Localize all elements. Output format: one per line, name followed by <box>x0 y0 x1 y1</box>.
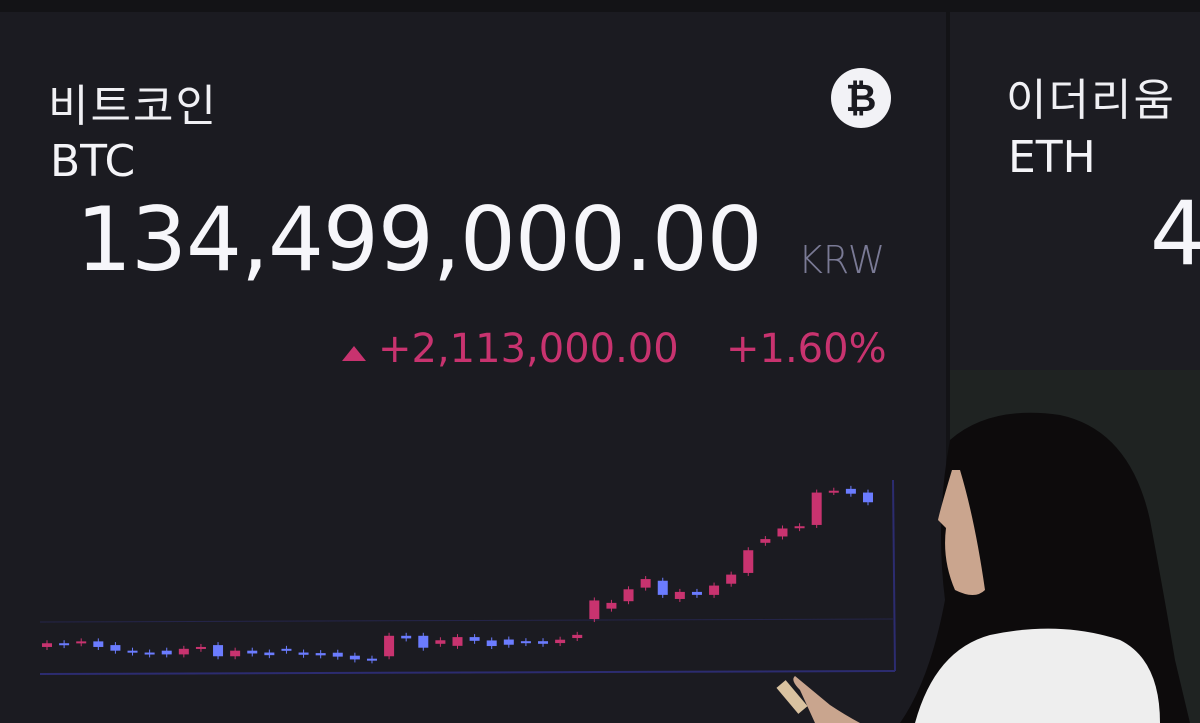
candle-down <box>127 650 138 653</box>
candle-up <box>384 635 395 657</box>
candle-down <box>863 492 873 503</box>
candle-down <box>401 635 412 639</box>
eth-price-partial: 4 <box>1150 182 1200 285</box>
candle-down <box>845 488 856 494</box>
candle-up <box>811 492 822 525</box>
candle-up <box>572 634 583 639</box>
candle-down <box>110 645 121 651</box>
candle-down <box>691 591 702 595</box>
candle-up <box>606 602 617 609</box>
candle-down <box>657 580 668 595</box>
person-hand <box>793 676 860 723</box>
candle-down <box>93 641 104 647</box>
phone <box>776 680 808 714</box>
candle-down <box>264 652 275 656</box>
candle-down <box>418 635 429 648</box>
candle-down <box>520 641 531 644</box>
candle-up <box>178 648 189 655</box>
eth-korean-name: 이더리움 <box>1006 75 1176 126</box>
up-triangle-icon <box>342 346 366 361</box>
btc-change-percent: +1.60% <box>726 326 887 372</box>
candle-up <box>589 600 600 620</box>
person-face <box>938 470 985 595</box>
candle-up <box>674 591 685 599</box>
candle-up <box>76 641 87 644</box>
candle-down <box>503 639 514 645</box>
candle-up <box>828 490 839 493</box>
chart-gridline <box>39 618 894 623</box>
candle-up <box>743 550 754 573</box>
candle-up <box>623 589 634 602</box>
candle-down <box>247 650 258 654</box>
btc-price: 134,499,000.00 <box>76 188 763 291</box>
candle-up <box>230 650 241 657</box>
candle-up <box>42 643 52 647</box>
person-hoodie <box>915 628 1160 723</box>
candle-down <box>349 655 360 660</box>
chart-right-border <box>892 479 896 672</box>
candle-up <box>760 539 771 543</box>
bitcoin-icon: ₿ <box>831 68 891 128</box>
btc-change-amount: +2,113,000.00 <box>378 326 679 372</box>
candle-up <box>794 526 805 529</box>
candle-down <box>366 658 377 661</box>
eth-symbol: ETH <box>1008 132 1096 183</box>
btc-currency: KRW <box>798 238 886 282</box>
candle-down <box>538 641 549 644</box>
candle-down <box>161 650 172 655</box>
candle-up <box>726 574 737 584</box>
candle-down <box>298 652 309 655</box>
candle-down <box>315 653 326 656</box>
candle-up <box>777 528 788 537</box>
btc-korean-name: 비트코인 <box>48 81 218 132</box>
candle-down <box>144 652 155 655</box>
candle-up <box>640 579 651 588</box>
candle-down <box>281 648 292 651</box>
candle-down <box>213 645 224 657</box>
candle-up <box>555 639 566 644</box>
candle-down <box>469 637 480 641</box>
candle-up <box>452 637 463 646</box>
btc-display-panel <box>0 12 946 723</box>
candle-down <box>486 640 497 647</box>
candle-up <box>195 646 206 649</box>
btc-symbol: BTC <box>50 136 136 187</box>
candle-down <box>59 643 70 646</box>
candle-up <box>435 640 446 644</box>
chart-x-axis <box>39 670 896 675</box>
candle-down <box>332 652 343 657</box>
candle-up <box>709 585 720 595</box>
